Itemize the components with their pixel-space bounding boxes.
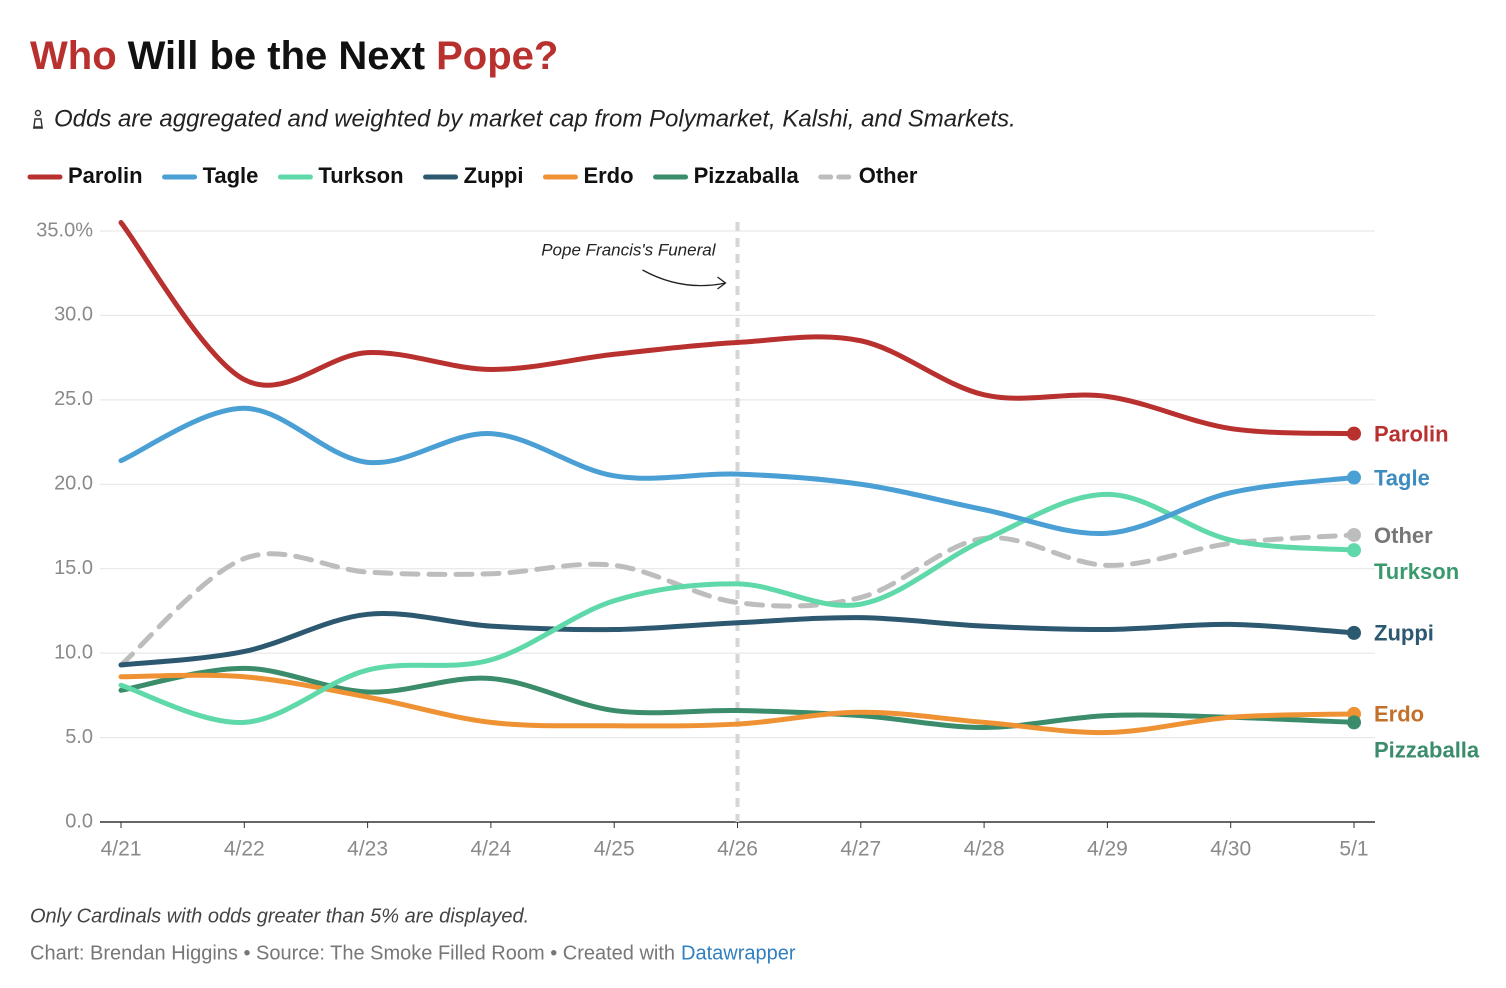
- chart-title: Who Will be the Next Pope?: [30, 34, 558, 78]
- annotation-text: Pope Francis's Funeral: [541, 240, 716, 259]
- series-line: [118, 611, 1357, 668]
- chart-credit: Chart: Brendan Higgins • Source: The Smo…: [30, 942, 675, 964]
- title-part: Will be the Next: [128, 34, 425, 78]
- end-label: Pizzaballa: [1374, 738, 1480, 763]
- end-label: Erdo: [1374, 702, 1424, 727]
- x-tick-label: 4/25: [594, 838, 635, 861]
- x-tick-label: 4/23: [347, 838, 388, 861]
- x-tick-label: 4/21: [101, 838, 142, 861]
- series-line: [118, 405, 1357, 537]
- legend-label: Parolin: [68, 163, 143, 188]
- x-tick-label: 4/26: [717, 838, 758, 861]
- x-tick-label: 4/24: [470, 838, 511, 861]
- x-tick-label: 5/1: [1339, 838, 1368, 861]
- series-line: [118, 220, 1357, 437]
- x-tick-label: 4/22: [224, 838, 265, 861]
- series-line: [118, 672, 1357, 736]
- legend-label: Zuppi: [464, 163, 524, 188]
- end-dot: [1347, 426, 1361, 441]
- end-label: Parolin: [1374, 421, 1449, 446]
- series-line: [118, 491, 1357, 725]
- end-label: Other: [1374, 523, 1433, 548]
- end-label: Zuppi: [1374, 621, 1434, 646]
- x-tick-label: 4/30: [1210, 838, 1251, 861]
- title-part: Who: [30, 34, 117, 78]
- end-dot: [1347, 715, 1361, 730]
- y-tick-label: 0.0: [65, 810, 93, 832]
- end-label: Turkson: [1374, 559, 1459, 584]
- chart-subtitle: Odds are aggregated and weighted by mark…: [54, 105, 1016, 132]
- end-dot: [1347, 527, 1361, 542]
- y-tick-label: 15.0: [54, 557, 93, 579]
- y-tick-label: 35.0%: [36, 219, 93, 241]
- end-label: Tagle: [1374, 465, 1430, 490]
- y-tick-label: 10.0: [54, 641, 93, 663]
- x-tick-label: 4/29: [1087, 838, 1128, 861]
- end-dot: [1347, 625, 1361, 640]
- y-tick-label: 20.0: [54, 473, 93, 495]
- legend-label: Erdo: [583, 163, 633, 188]
- chart-note: Only Cardinals with odds greater than 5%…: [30, 905, 529, 927]
- series-line: [118, 532, 1357, 668]
- x-tick-label: 4/27: [840, 838, 881, 861]
- legend-label: Other: [859, 163, 918, 188]
- x-tick-label: 4/28: [964, 838, 1005, 861]
- bishop-icon: [33, 109, 43, 129]
- y-tick-label: 5.0: [65, 726, 93, 748]
- title-part: Pope?: [436, 34, 558, 78]
- datawrapper-link[interactable]: Datawrapper: [681, 942, 796, 964]
- end-dot: [1347, 543, 1361, 558]
- y-tick-label: 25.0: [54, 388, 93, 410]
- end-dot: [1347, 470, 1361, 485]
- legend-label: Turkson: [318, 163, 403, 188]
- legend-label: Tagle: [203, 163, 259, 188]
- annotation-arrow: [642, 269, 727, 290]
- y-tick-label: 30.0: [54, 304, 93, 326]
- legend-label: Pizzaballa: [694, 163, 800, 188]
